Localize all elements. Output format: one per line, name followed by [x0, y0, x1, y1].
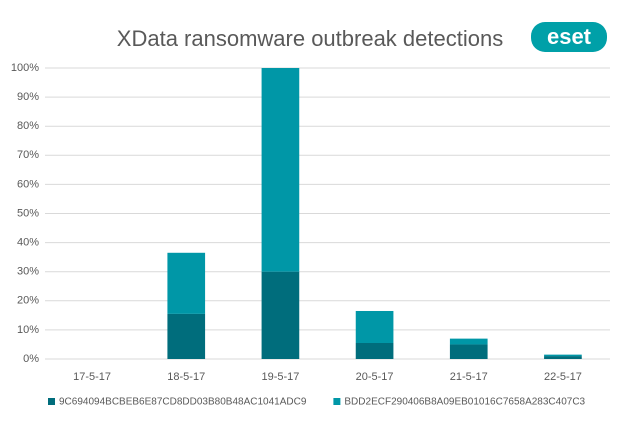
y-tick-label: 40% [17, 237, 39, 249]
y-tick-label: 90% [17, 91, 39, 103]
y-tick-label: 0% [23, 353, 39, 365]
legend-swatch [48, 398, 55, 405]
y-tick-label: 20% [17, 295, 39, 307]
bar-segment [261, 68, 300, 272]
legend-label: BDD2ECF290406B8A09EB01016C7658A283C407C3 [344, 397, 585, 408]
bar-segment [167, 252, 206, 314]
bar-segment [355, 342, 394, 359]
bar-segment [544, 356, 582, 359]
x-tick-label: 18-5-17 [167, 371, 205, 383]
y-tick-label: 100% [11, 62, 39, 74]
chart-title: XData ransomware outbreak detections [117, 26, 503, 51]
legend-label: 9C694094BCBEB6E87CD8DD03B80B48AC1041ADC9 [59, 397, 307, 408]
logo: eset [547, 24, 592, 49]
bar-segment [449, 344, 488, 359]
y-tick-label: 80% [17, 120, 39, 132]
y-tick-label: 60% [17, 178, 39, 190]
bar-segment [544, 354, 582, 357]
bar-segment [355, 310, 394, 343]
y-tick-label: 50% [17, 207, 39, 219]
x-tick-label: 17-5-17 [73, 371, 111, 383]
bar-segment [167, 313, 206, 359]
x-tick-label: 21-5-17 [450, 371, 488, 383]
x-tick-label: 22-5-17 [544, 371, 582, 383]
y-tick-label: 10% [17, 324, 39, 336]
bar-segment [261, 271, 300, 359]
y-tick-label: 70% [17, 149, 39, 161]
x-tick-label: 20-5-17 [356, 371, 394, 383]
bar-segment [449, 338, 488, 345]
x-tick-label: 19-5-17 [261, 371, 299, 383]
logo-badge [531, 22, 607, 52]
legend-swatch [333, 398, 341, 405]
y-tick-label: 30% [17, 266, 39, 278]
